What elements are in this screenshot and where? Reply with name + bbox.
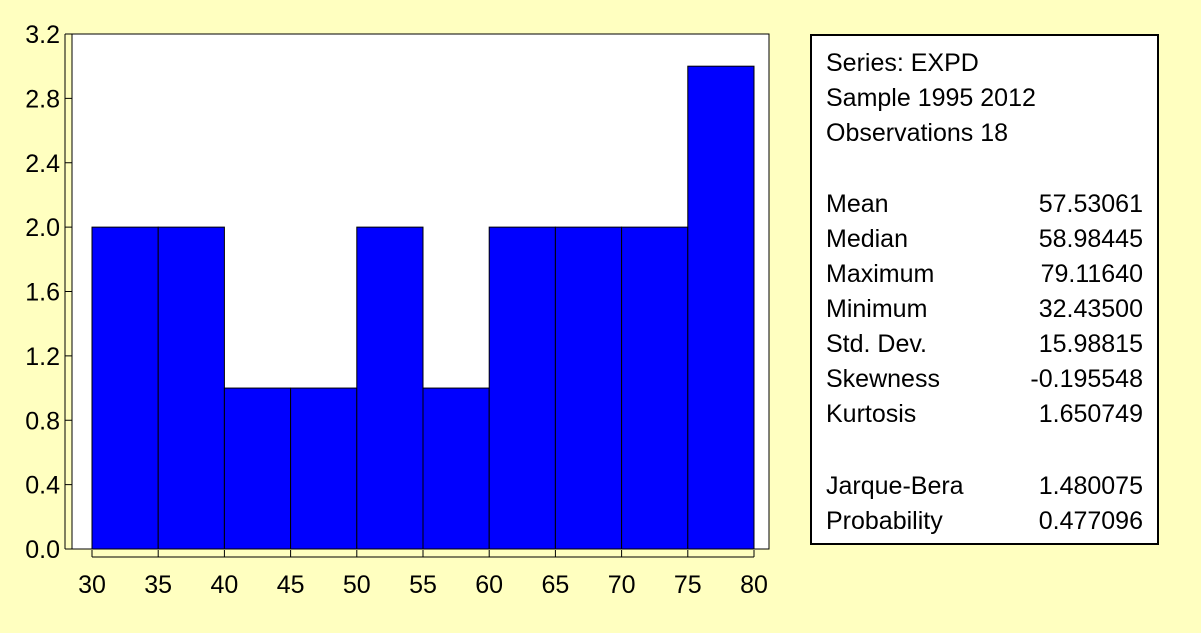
y-tick-label: 3.2 (25, 21, 60, 49)
series-line: Series: EXPD (826, 49, 979, 77)
x-tick-label: 55 (409, 571, 437, 599)
y-tick-label: 0.0 (25, 536, 60, 564)
stat-row: Mean 57.53061 (826, 189, 1143, 219)
y-tick-label: 0.4 (25, 472, 60, 500)
stat-value: -0.195548 (1030, 365, 1143, 393)
histogram-bar (621, 226, 689, 550)
axes-layer: 0.0 0.4 0.8 1.2 1.6 2.0 2.4 2.8 3.2 30 35 40 45 50 55 6… (25, 21, 768, 599)
histogram-bar (422, 387, 490, 550)
histogram-bar (356, 226, 424, 550)
stat-name: Skewness (826, 365, 940, 393)
histogram-bar (687, 65, 755, 550)
summary-statistics-panel: Series: EXPD Sample 1995 2012 Observatio… (810, 34, 1159, 545)
histogram-bar (488, 226, 556, 550)
stat-value: 0.477096 (1038, 507, 1143, 535)
stat-value: 58.98445 (1038, 225, 1143, 253)
sample-line: Sample 1995 2012 (826, 84, 1036, 112)
stat-row: Minimum 32.43500 (826, 294, 1143, 324)
x-tick-label: 75 (674, 571, 702, 599)
histogram-bar (223, 387, 292, 550)
stat-name: Jarque-Bera (826, 472, 964, 500)
stat-row: Kurtosis 1.650749 (826, 399, 1143, 429)
stat-name: Mean (826, 190, 889, 218)
stat-row: Median 58.98445 (826, 224, 1143, 254)
observations-line: Observations 18 (826, 119, 1009, 147)
stat-value: 1.480075 (1038, 472, 1143, 500)
x-tick-label: 60 (475, 571, 503, 599)
x-tick-label: 50 (343, 571, 371, 599)
x-tick-label: 45 (277, 571, 305, 599)
stat-name: Median (826, 225, 908, 253)
stat-row: Jarque-Bera 1.480075 (826, 471, 1143, 501)
x-tick-label: 65 (541, 571, 569, 599)
stat-row: Skewness -0.195548 (826, 364, 1143, 394)
stat-name: Probability (826, 507, 943, 535)
stat-name: Kurtosis (826, 400, 917, 428)
stat-name: Maximum (826, 260, 935, 288)
x-tick-label: 30 (78, 571, 106, 599)
x-tick-label: 35 (144, 571, 172, 599)
stat-value: 15.98815 (1038, 330, 1143, 358)
stat-value: 79.11640 (1040, 260, 1143, 288)
x-tick-label: 80 (740, 571, 768, 599)
stat-row: Std. Dev. 15.98815 (826, 329, 1143, 359)
stat-value: 32.43500 (1038, 295, 1143, 323)
y-tick-label: 1.2 (25, 343, 60, 371)
stat-value: 1.650749 (1038, 400, 1143, 428)
stat-row: Maximum 79.11640 (826, 259, 1143, 289)
x-tick-label: 40 (210, 571, 238, 599)
histogram-bar (554, 226, 623, 550)
y-tick-label: 2.0 (25, 214, 60, 242)
histogram-bar (290, 387, 358, 550)
stat-name: Minimum (826, 295, 928, 323)
stat-row: Probability 0.477096 (826, 506, 1143, 536)
y-tick-label: 0.8 (25, 407, 60, 435)
histogram-bar (91, 226, 159, 550)
y-tick-label: 1.6 (25, 279, 60, 307)
y-tick-label: 2.8 (25, 85, 60, 113)
y-tick-label: 2.4 (25, 150, 60, 178)
stat-name: Std. Dev. (826, 330, 927, 358)
stat-value: 57.53061 (1038, 190, 1143, 218)
histogram-bar (157, 226, 225, 550)
x-tick-label: 70 (608, 571, 636, 599)
bars-layer (91, 65, 755, 550)
